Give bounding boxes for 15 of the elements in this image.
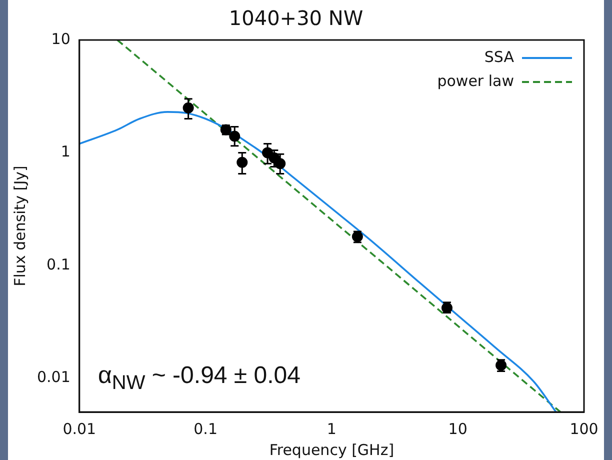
x-tick-label: 0.01 [62,420,96,438]
x-tick-label: 1 [326,420,336,438]
y-tick-label: 0.1 [46,255,70,274]
y-axis-title: Flux density [Jy] [10,166,29,286]
annotation: α$_{NW}$ ~ -0.94 ± 0.04 [98,362,300,395]
x-axis-title: Frequency [GHz] [269,440,394,459]
legend-label: SSA [484,48,515,66]
legend-label: power law [437,72,514,90]
y-tick-label: 1 [60,142,70,161]
y-tick-label: 10 [51,30,70,48]
x-tick-label: 10 [448,420,468,438]
x-tick-label: 100 [570,420,598,438]
y-tick-label: 0.01 [36,368,70,386]
x-tick-label: 0.1 [194,420,218,438]
chart-title: 1040+30 NW [228,6,364,30]
